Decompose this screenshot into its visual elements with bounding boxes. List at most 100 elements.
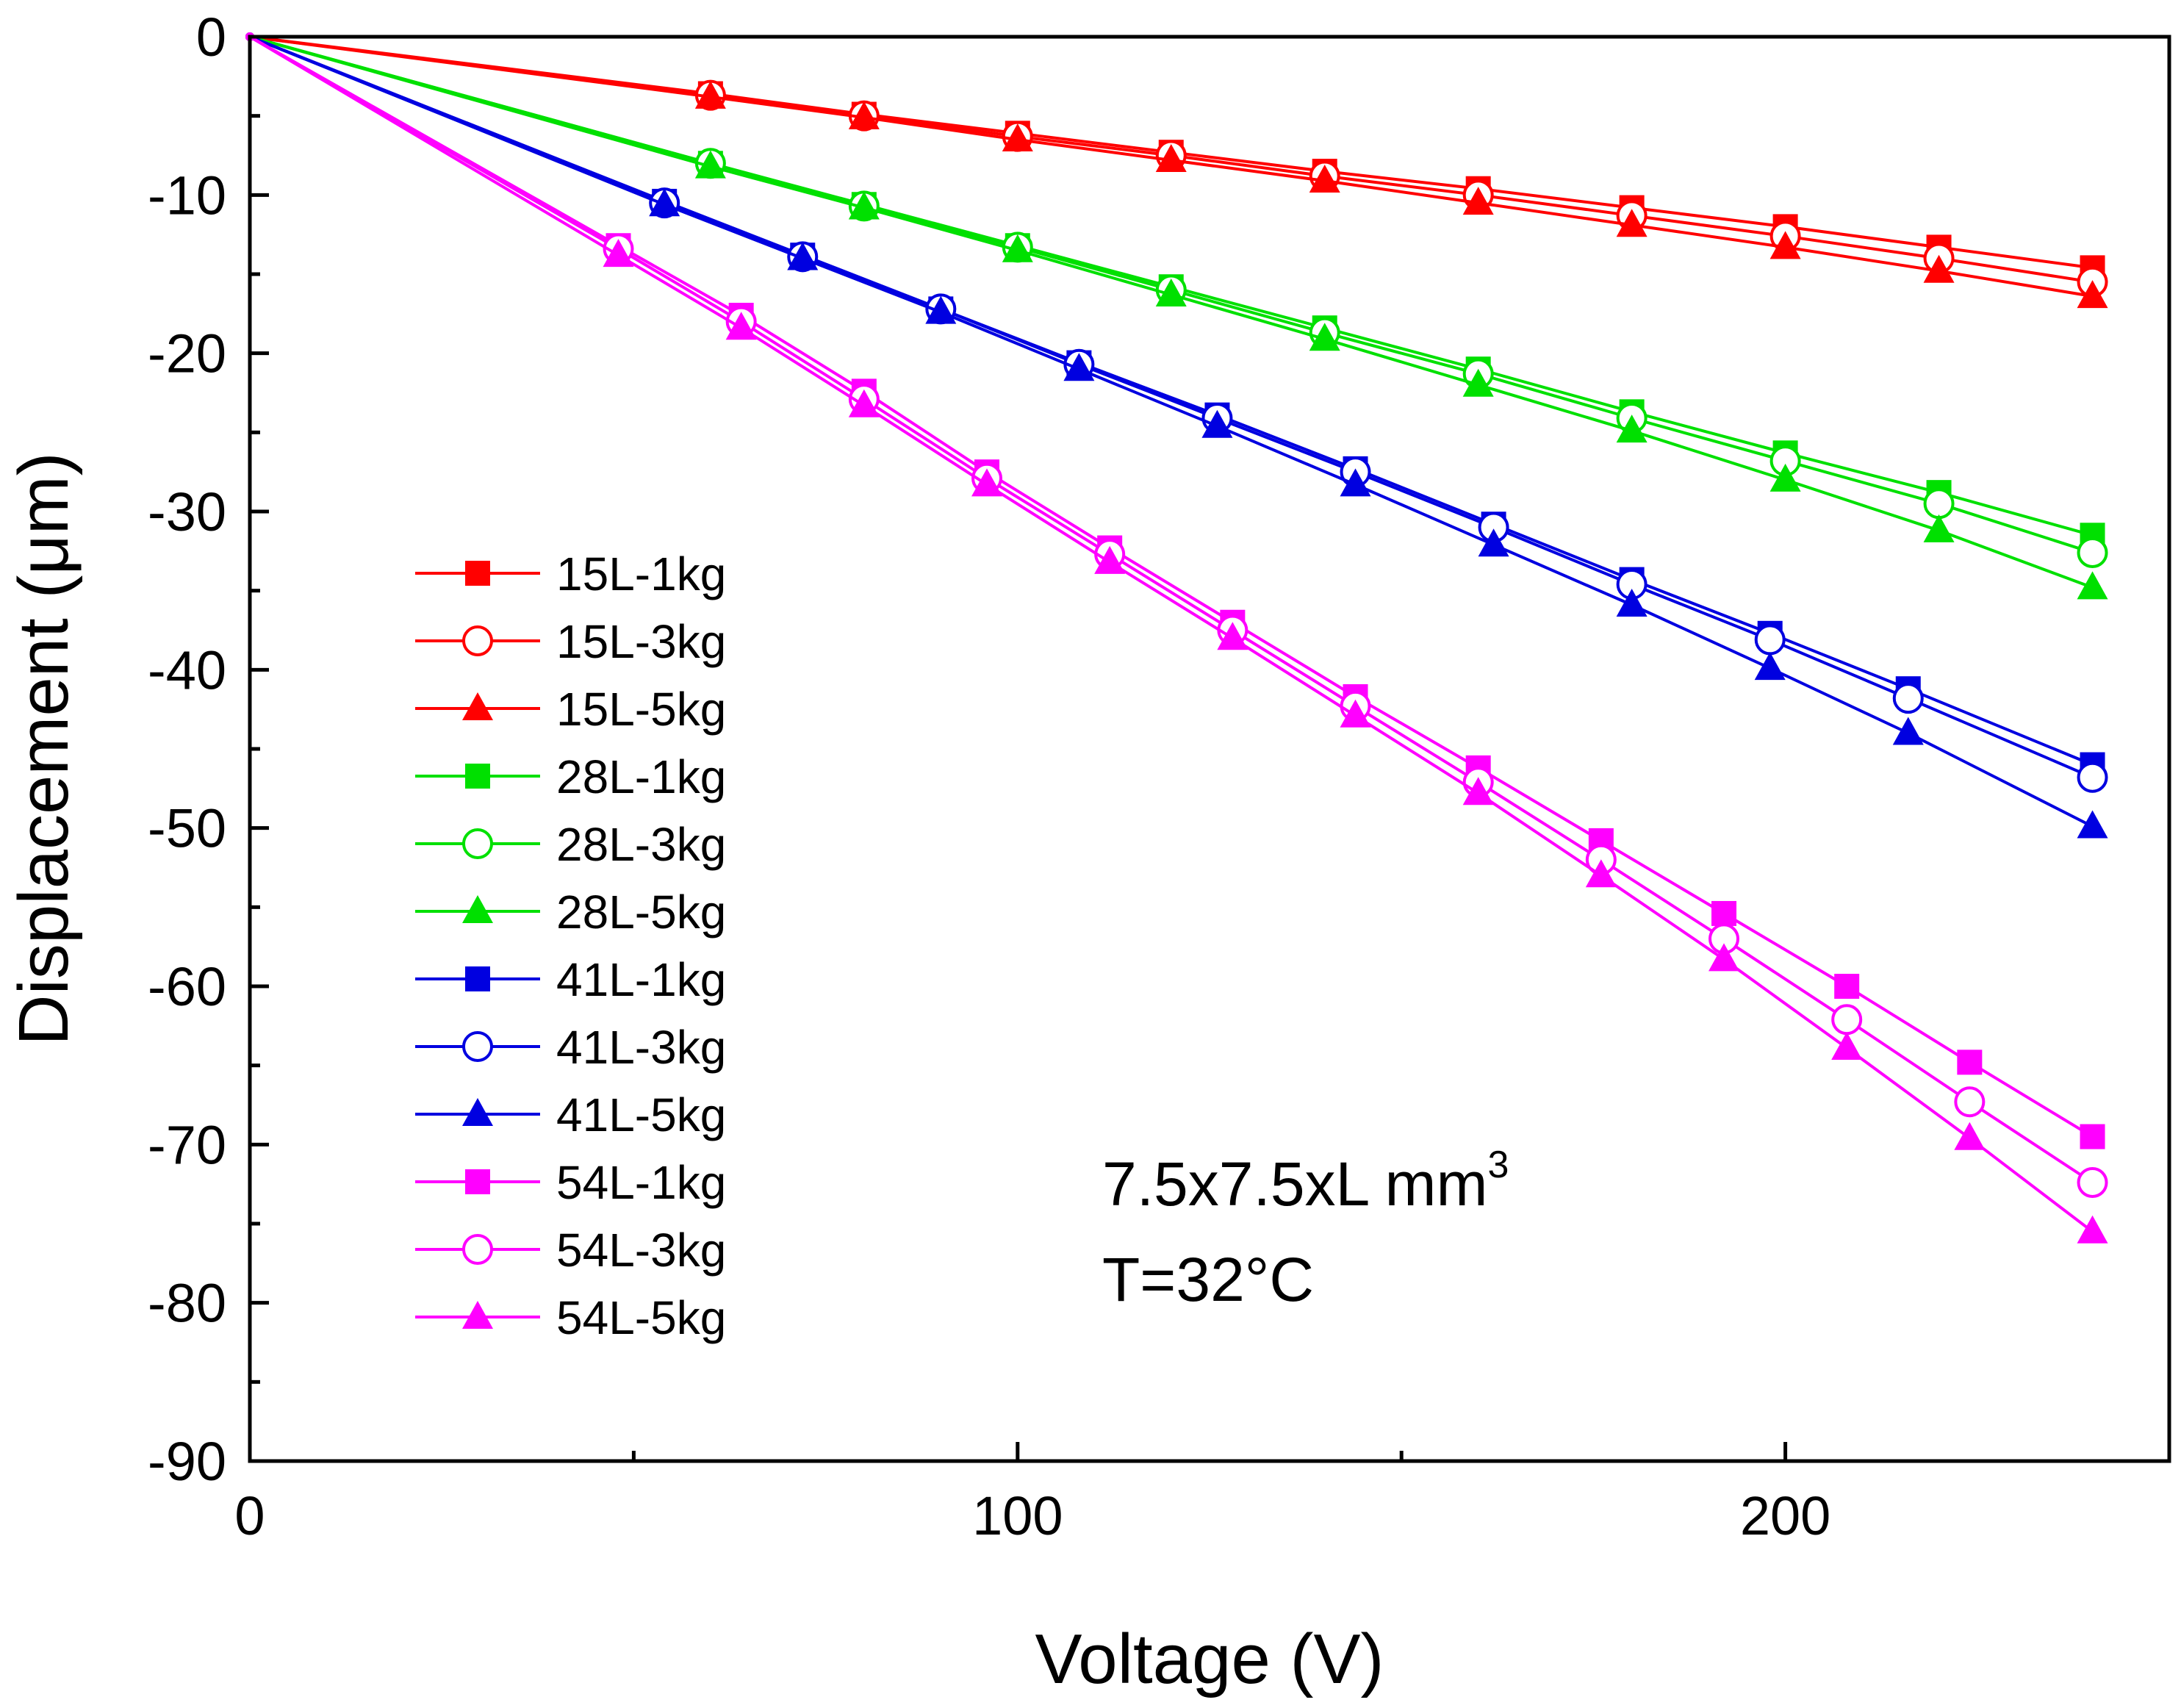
legend-marker-triangle-icon xyxy=(462,895,493,923)
data-point xyxy=(1769,231,1801,259)
series-54L-5kg xyxy=(245,32,2108,1244)
data-point xyxy=(1340,699,1371,728)
data-point xyxy=(925,295,957,324)
data-point xyxy=(725,312,757,340)
data-point xyxy=(1462,777,1494,805)
data-point xyxy=(2077,810,2108,839)
data-point xyxy=(649,188,680,217)
y-tick-label: -90 xyxy=(148,1431,226,1492)
data-point xyxy=(1340,468,1371,497)
legend-label: 41L-5kg xyxy=(556,1088,726,1141)
y-tick-label: -40 xyxy=(148,639,226,700)
x-axis-title: Voltage (V) xyxy=(1035,1620,1384,1698)
data-point xyxy=(1094,545,1126,574)
x-tick-label: 0 xyxy=(234,1485,265,1546)
series-54L-3kg xyxy=(245,32,2108,1199)
data-point xyxy=(694,150,726,179)
data-point xyxy=(2077,537,2108,568)
legend-label: 28L-3kg xyxy=(556,818,726,871)
data-point xyxy=(1769,463,1801,492)
y-tick-label: -50 xyxy=(148,798,226,859)
series-line-28L-5kg xyxy=(249,35,2094,589)
data-point xyxy=(1834,974,1860,999)
legend-label: 54L-5kg xyxy=(556,1291,726,1344)
axis-ticks: 0 100 200 0 -10 -20 -30 -40 -50 -60 -70 -80 -90 xyxy=(148,7,2171,1546)
legend-marker-circle-icon xyxy=(462,828,493,859)
temperature-annotation: T=32°C xyxy=(1102,1245,1314,1314)
data-point xyxy=(848,191,880,220)
legend-marker-square-icon xyxy=(465,966,490,991)
data-point xyxy=(2077,571,2108,600)
series-line-54L-3kg xyxy=(249,35,2094,1184)
legend-marker-circle-icon xyxy=(462,625,493,656)
data-point xyxy=(1954,1086,1986,1118)
data-point xyxy=(1462,187,1494,215)
legend-item: 28L-3kg xyxy=(415,818,726,871)
data-point xyxy=(1957,1049,1983,1075)
legend-marker-circle-icon xyxy=(462,1234,493,1265)
legend-marker-circle-icon xyxy=(462,1031,493,1062)
data-point xyxy=(1309,164,1340,193)
legend-marker-triangle-icon xyxy=(462,692,493,720)
data-point xyxy=(1923,488,1955,520)
y-tick-label: -10 xyxy=(148,165,226,226)
legend-item: 41L-5kg xyxy=(415,1088,726,1141)
data-point xyxy=(1002,234,1033,262)
legend-item: 54L-5kg xyxy=(415,1291,726,1344)
y-tick-label: -20 xyxy=(148,323,226,384)
data-point xyxy=(1616,589,1648,617)
series-line-41L-3kg xyxy=(249,35,2094,779)
data-point xyxy=(1309,323,1340,351)
legend-label: 15L-1kg xyxy=(556,548,726,600)
series-41L-5kg xyxy=(245,32,2108,839)
data-point xyxy=(1063,353,1095,381)
series-layer xyxy=(245,32,2108,1244)
data-point xyxy=(1754,624,1786,656)
y-tick-label: -30 xyxy=(148,481,226,542)
legend-label: 54L-1kg xyxy=(556,1156,726,1209)
data-point xyxy=(2077,1215,2108,1244)
dimension-annotation-superscript: 3 xyxy=(1487,1144,1509,1186)
data-point xyxy=(2077,280,2108,309)
legend-label: 28L-1kg xyxy=(556,750,726,803)
legend-item: 54L-3kg xyxy=(415,1224,726,1277)
data-point xyxy=(2077,1167,2108,1199)
legend-label: 54L-3kg xyxy=(556,1224,726,1277)
series-41L-3kg xyxy=(245,32,2108,793)
series-15L-5kg xyxy=(245,32,2108,309)
legend-item: 15L-1kg xyxy=(415,548,726,600)
legend-label: 15L-3kg xyxy=(556,615,726,668)
series-line-54L-1kg xyxy=(249,35,2094,1138)
y-tick-label: 0 xyxy=(196,7,226,68)
data-point xyxy=(2080,1124,2105,1149)
data-point xyxy=(1478,528,1509,557)
legend-marker-triangle-icon xyxy=(462,1301,493,1329)
legend-item: 54L-1kg xyxy=(415,1156,726,1209)
data-point xyxy=(603,239,634,268)
series-28L-5kg xyxy=(245,32,2108,600)
data-point xyxy=(2077,761,2108,793)
x-tick-label: 200 xyxy=(1740,1485,1830,1546)
data-point xyxy=(1155,278,1187,306)
data-point xyxy=(1585,859,1617,888)
legend-item: 41L-1kg xyxy=(415,953,726,1006)
data-point xyxy=(1954,1122,1986,1150)
legend-item: 28L-1kg xyxy=(415,750,726,803)
y-axis-title: Displacement (μm) xyxy=(4,452,83,1045)
y-tick-label: -70 xyxy=(148,1114,226,1175)
legend-item: 15L-3kg xyxy=(415,615,726,668)
legend-item: 41L-3kg xyxy=(415,1021,726,1074)
data-point xyxy=(1217,622,1248,650)
data-point xyxy=(1616,415,1648,443)
legend-marker-square-icon xyxy=(465,1169,490,1194)
data-point xyxy=(848,389,880,417)
legend-marker-square-icon xyxy=(465,764,490,789)
data-point xyxy=(1708,943,1740,972)
data-point xyxy=(1923,254,1955,283)
series-line-54L-5kg xyxy=(248,35,2094,1233)
legend-label: 28L-5kg xyxy=(556,886,726,939)
data-point xyxy=(1201,409,1233,438)
legend-label: 41L-1kg xyxy=(556,953,726,1006)
y-tick-label: -60 xyxy=(148,956,226,1017)
